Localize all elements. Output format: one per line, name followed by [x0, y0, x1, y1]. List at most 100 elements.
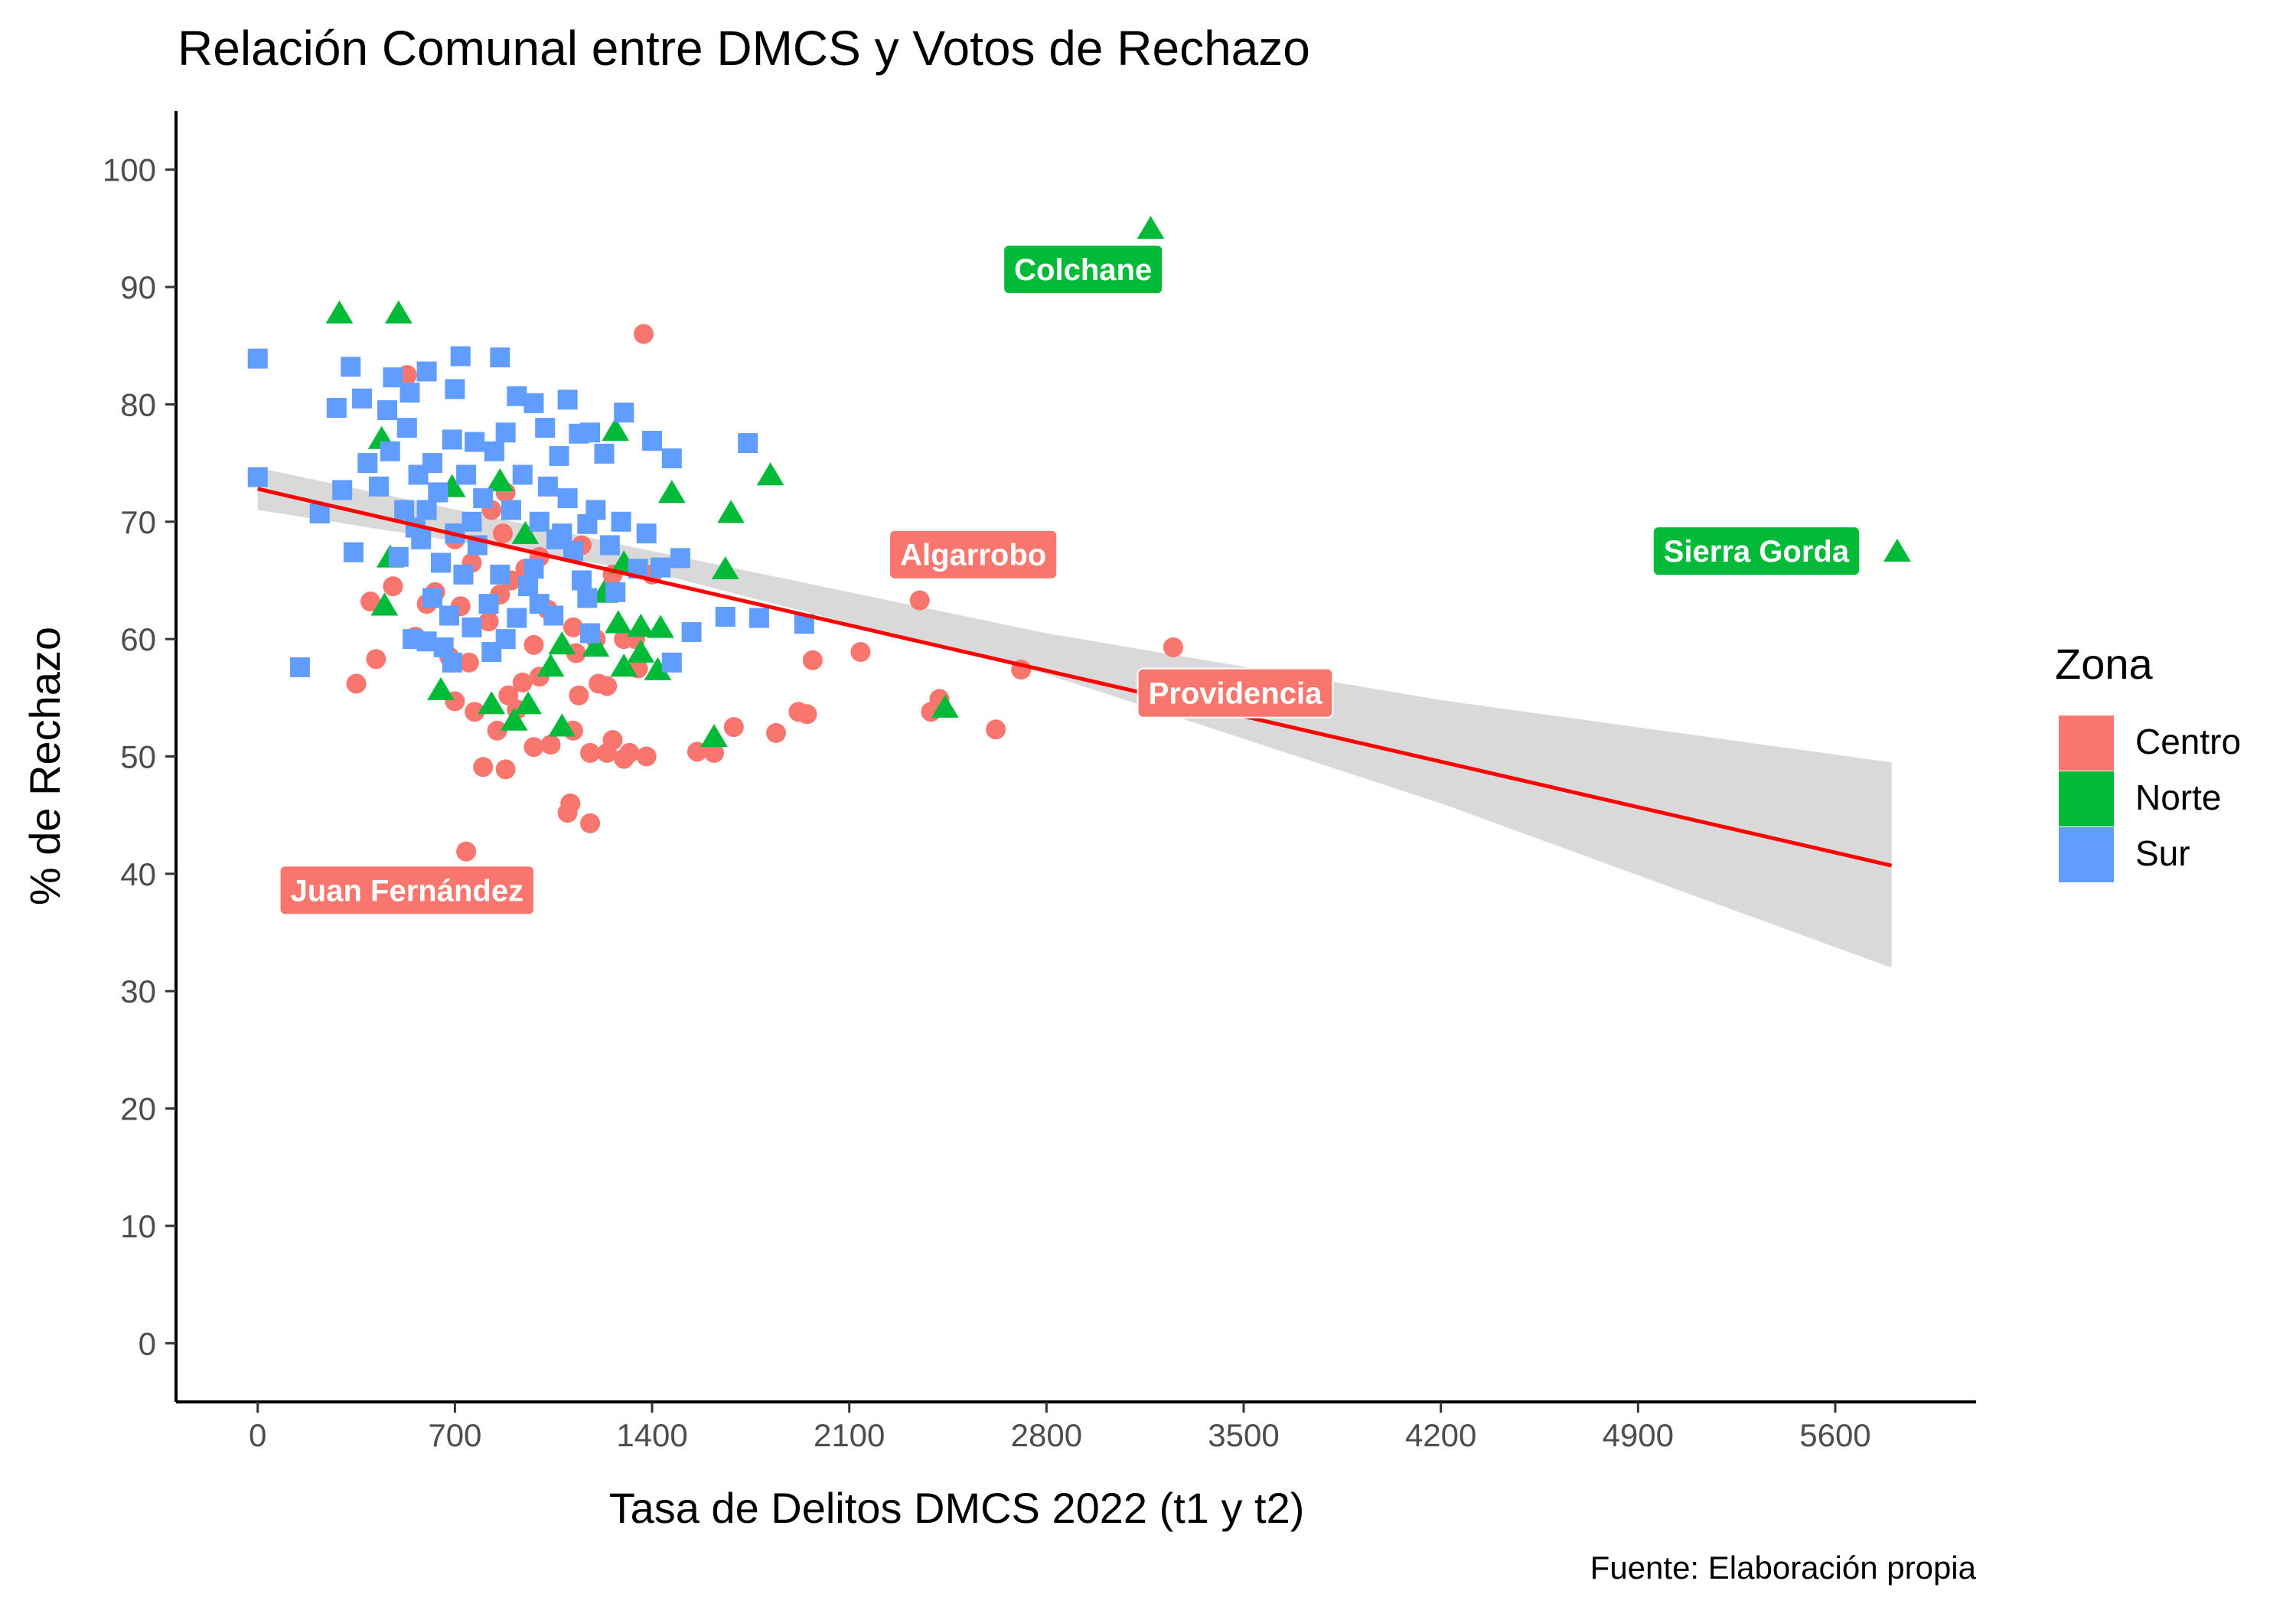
y-tick-label: 0 — [139, 1325, 156, 1361]
data-point — [478, 594, 499, 614]
data-point — [461, 617, 482, 637]
callout-text: Colchane — [1014, 253, 1152, 287]
legend-swatch-norte — [2059, 771, 2114, 826]
data-point — [756, 462, 784, 486]
data-point — [748, 608, 769, 628]
y-tick-label: 90 — [120, 269, 156, 305]
data-point — [572, 570, 592, 591]
data-point — [850, 642, 871, 663]
data-point — [557, 803, 578, 823]
data-point — [657, 480, 686, 504]
x-tick-label: 5600 — [1799, 1417, 1870, 1453]
data-point — [377, 400, 398, 421]
data-point — [486, 468, 514, 491]
data-point — [636, 746, 657, 767]
data-point — [325, 300, 354, 324]
data-point — [909, 590, 930, 611]
data-point — [370, 592, 399, 616]
callout-label: Colchane — [1003, 244, 1164, 295]
chart-title: Relación Comunal entre DMCS y Votos de R… — [178, 21, 1310, 76]
y-tick-label: 100 — [103, 152, 156, 188]
x-tick-label: 2100 — [814, 1417, 885, 1453]
data-point — [500, 707, 528, 731]
data-point — [442, 652, 462, 673]
legend-swatch-sur — [2059, 827, 2114, 882]
data-point — [647, 614, 674, 638]
trend-line — [257, 487, 1893, 868]
data-point — [599, 535, 620, 556]
data-point — [473, 488, 494, 509]
legend-label-sur: Sur — [2135, 833, 2190, 873]
callout-box — [1652, 526, 1861, 577]
data-point — [614, 403, 634, 423]
data-point — [715, 606, 735, 627]
data-point — [465, 702, 485, 722]
callout-box — [279, 865, 536, 916]
data-point — [442, 429, 462, 450]
data-point — [535, 418, 556, 438]
data-point — [380, 441, 400, 461]
data-point — [456, 841, 477, 862]
data-point — [458, 652, 479, 673]
y-tick-label: 50 — [120, 739, 156, 775]
data-point — [247, 348, 268, 369]
data-point — [478, 611, 499, 632]
x-tick-label: 0 — [249, 1417, 266, 1453]
data-point — [341, 357, 361, 377]
data-point — [1883, 538, 1911, 562]
legend-label-norte: Norte — [2135, 777, 2221, 817]
data-point — [580, 623, 601, 644]
legend-swatch-centro — [2059, 715, 2114, 771]
data-point — [661, 652, 682, 673]
data-point — [495, 422, 516, 443]
data-point — [548, 713, 576, 737]
y-tick-label: 60 — [120, 621, 156, 657]
data-point — [450, 346, 471, 367]
data-point — [461, 511, 482, 532]
x-axis-title: Tasa de Delitos DMCS 2022 (t1 y t2) — [609, 1484, 1305, 1532]
y-axis-title: % de Rechazo — [21, 627, 69, 905]
data-point — [634, 324, 654, 344]
x-tick-label: 3500 — [1208, 1417, 1279, 1453]
callout-label: Juan Fernández — [279, 865, 536, 916]
data-point — [343, 542, 364, 562]
data-point — [490, 564, 510, 585]
chart-caption: Fuente: Elaboración propia — [1590, 1550, 1977, 1586]
data-point — [523, 559, 544, 579]
data-point — [501, 500, 522, 520]
data-point — [484, 441, 504, 461]
data-point — [445, 379, 465, 399]
data-point — [931, 694, 959, 718]
data-point — [507, 386, 527, 406]
data-point — [597, 742, 618, 763]
data-point — [557, 390, 578, 410]
data-point — [536, 654, 565, 677]
data-point — [366, 649, 386, 670]
callout-label: Providencia — [1137, 667, 1334, 719]
callout-box — [889, 529, 1058, 580]
data-point — [512, 464, 533, 485]
data-point — [602, 417, 630, 441]
data-point — [540, 735, 561, 755]
plot-area: Colchane Sierra Gorda Algarrobo Providencia… — [247, 216, 1911, 968]
data-point — [357, 453, 378, 474]
data-point — [430, 553, 451, 573]
data-point — [580, 422, 601, 443]
data-point — [351, 388, 372, 409]
x-tick-label: 700 — [428, 1417, 481, 1453]
data-point — [403, 629, 423, 650]
data-point — [439, 605, 460, 626]
axes: 0 700 1400 2100 2800 3500 4200 4900 5600 0 10 20 30 4… — [103, 111, 1976, 1453]
callout-text: Juan Fernández — [291, 874, 524, 908]
y-tick-label: 10 — [120, 1208, 156, 1244]
callout-box — [1003, 244, 1164, 295]
data-point — [569, 685, 589, 706]
data-point — [346, 673, 367, 694]
data-point — [465, 432, 485, 452]
data-point — [986, 719, 1006, 740]
data-point — [548, 631, 576, 655]
data-point — [549, 445, 569, 466]
data-point — [585, 500, 606, 520]
data-point — [700, 724, 728, 748]
